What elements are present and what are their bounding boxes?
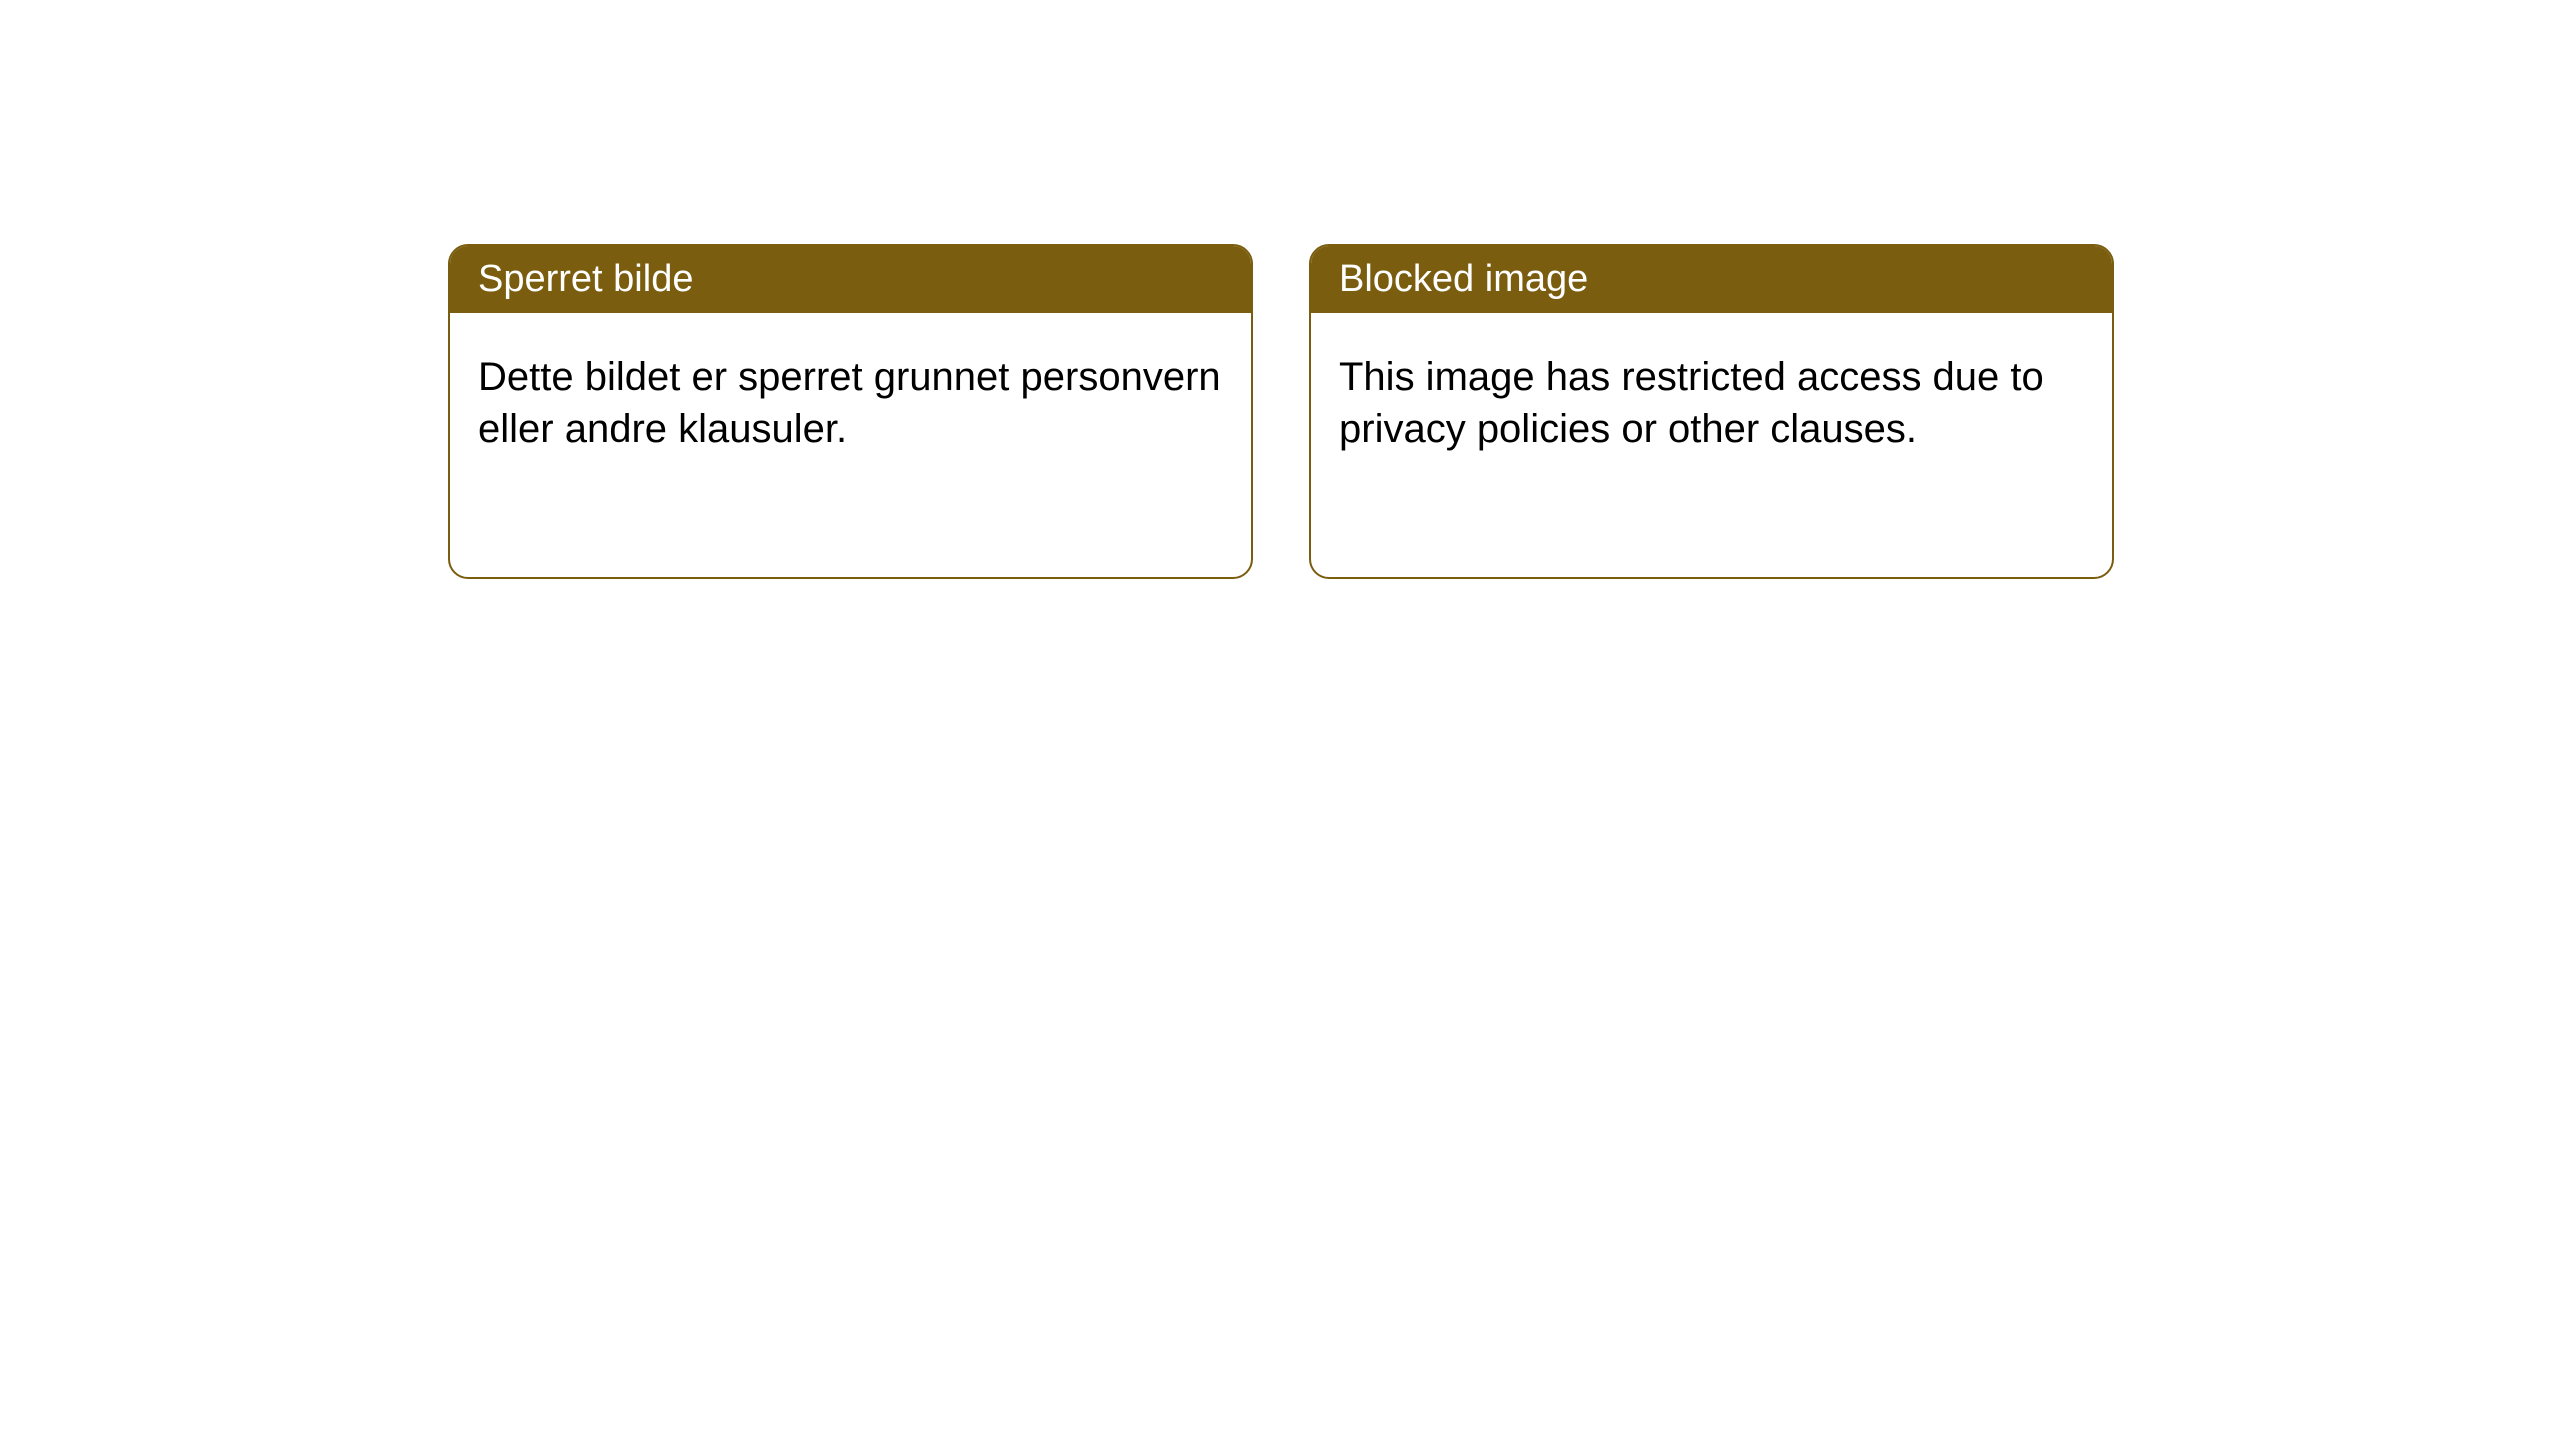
- notice-body-en: This image has restricted access due to …: [1311, 313, 2112, 493]
- notice-header-en: Blocked image: [1311, 246, 2112, 313]
- notice-card-en: Blocked image This image has restricted …: [1309, 244, 2114, 579]
- notice-card-no: Sperret bilde Dette bildet er sperret gr…: [448, 244, 1253, 579]
- notice-body-no: Dette bildet er sperret grunnet personve…: [450, 313, 1251, 493]
- notice-container: Sperret bilde Dette bildet er sperret gr…: [448, 244, 2114, 579]
- notice-header-no: Sperret bilde: [450, 246, 1251, 313]
